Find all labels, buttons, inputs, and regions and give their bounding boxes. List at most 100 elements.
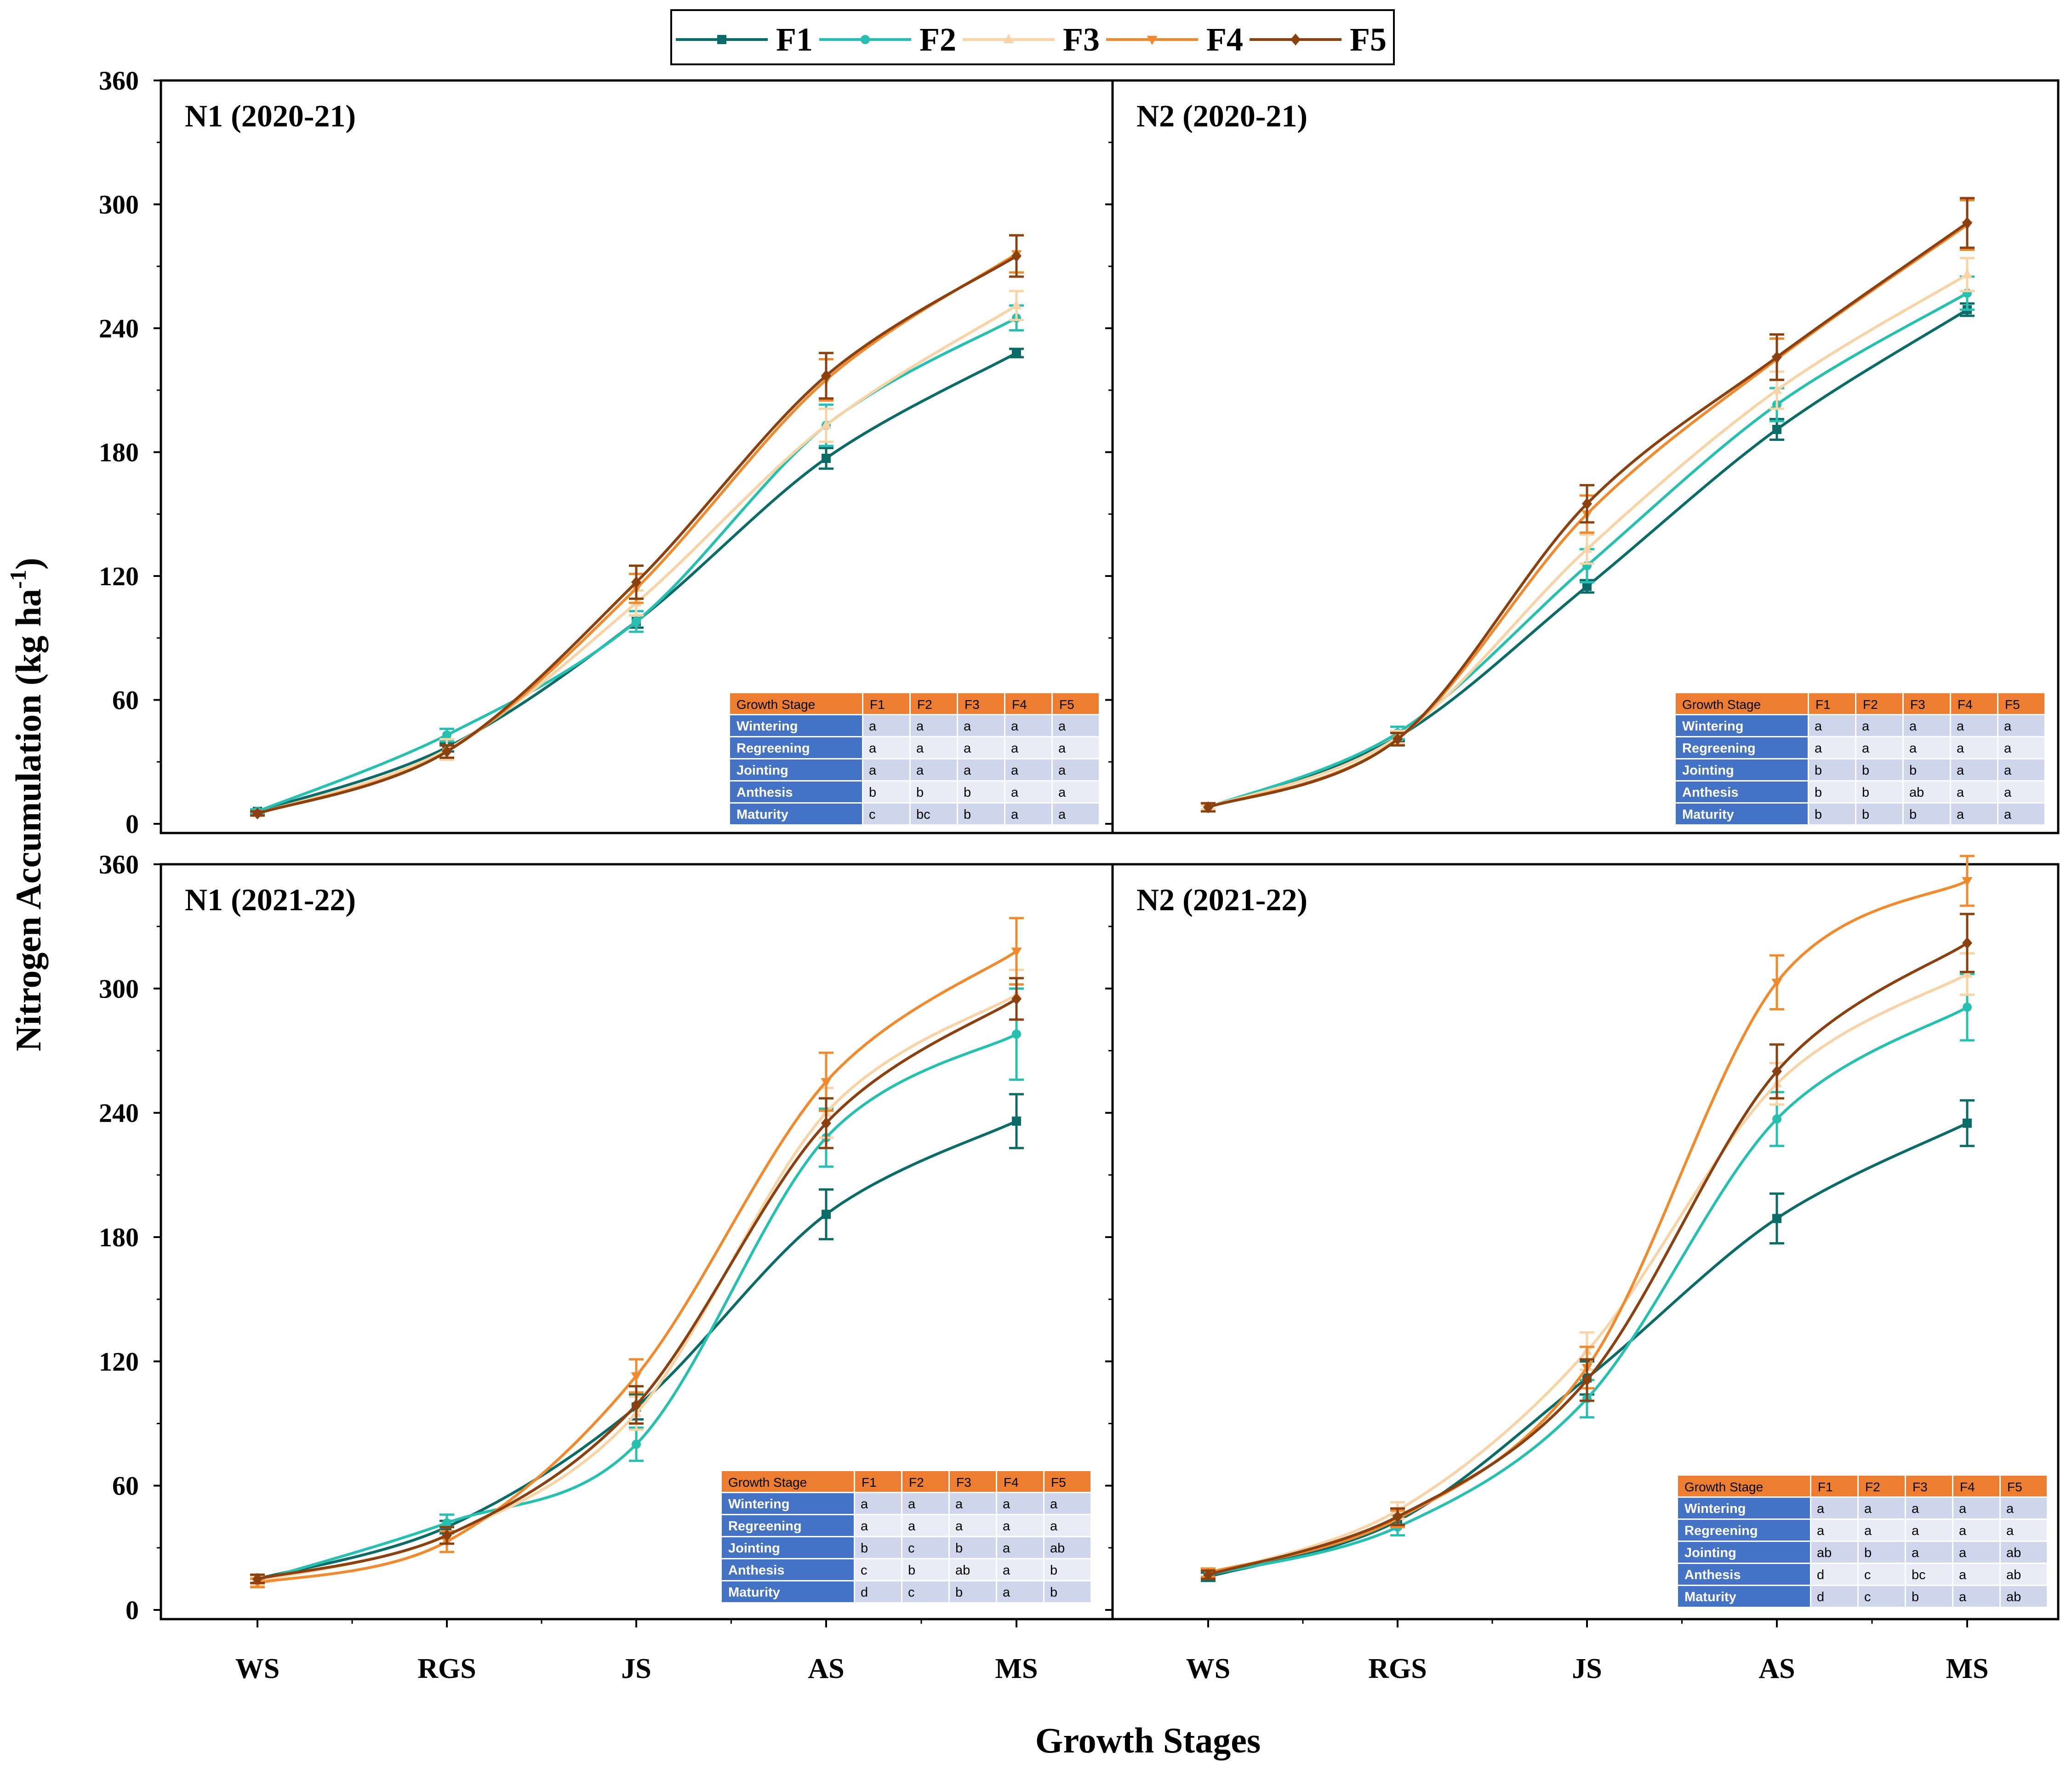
legend-entry-f2: F2 xyxy=(819,21,956,58)
table-cell-text: c xyxy=(908,1585,915,1600)
table-cell xyxy=(1906,1520,1952,1541)
y-axis: 0 60 120 180 240 300 360 xyxy=(99,66,161,839)
table-cell-text: a xyxy=(1959,1524,1967,1538)
table-cell xyxy=(1953,1498,1999,1518)
table-cell-text: a xyxy=(861,1519,868,1534)
table-cell xyxy=(997,1515,1043,1536)
table-header-cell xyxy=(1045,1471,1090,1492)
x-axis: WS RGS JS AS MS xyxy=(235,1619,1038,1684)
table-header-cell xyxy=(1053,693,1099,714)
series-line-f3 xyxy=(257,993,1017,1582)
table-cell-text: a xyxy=(1959,1590,1967,1604)
table-cell-text: a xyxy=(1959,1546,1967,1560)
table-cell-text: b xyxy=(1909,807,1917,822)
data-point xyxy=(1012,348,1021,358)
table-header-cell xyxy=(1005,693,1051,714)
table-cell-text: a xyxy=(869,741,877,756)
table-cell xyxy=(1953,1586,1999,1607)
y-tick-label: 360 xyxy=(99,850,139,879)
table-header-cell xyxy=(1951,693,1997,714)
table-cell xyxy=(902,1493,948,1514)
table-cell-text: a xyxy=(908,1497,916,1512)
table-row-label-cell xyxy=(722,1493,854,1514)
series-line-f5 xyxy=(257,998,1017,1581)
table-header-text: F3 xyxy=(965,697,980,712)
data-point xyxy=(1962,877,1973,887)
y-tick-label: 120 xyxy=(99,1347,139,1376)
legend-marker-f2 xyxy=(861,35,870,44)
table-row-label-cell xyxy=(730,782,862,802)
series-f5 xyxy=(250,977,1024,1585)
data-point xyxy=(1962,217,1972,229)
table-cell xyxy=(1045,1493,1090,1514)
table-cell xyxy=(1951,737,1997,758)
table-cell xyxy=(1856,759,1902,780)
table-cell-text: a xyxy=(2006,1501,2014,1516)
table-cell-text: a xyxy=(1909,719,1917,734)
table-cell xyxy=(1998,737,2044,758)
table-cell-text: a xyxy=(1817,1501,1825,1516)
table-cell xyxy=(958,737,1004,758)
table-cell-text: b xyxy=(916,785,924,800)
table-cell-text: bc xyxy=(1912,1568,1926,1582)
table-cell xyxy=(1811,1564,1857,1585)
table-row-label: Regreening xyxy=(1682,741,1756,756)
table-row-label-cell xyxy=(722,1515,854,1536)
table-cell xyxy=(2001,1542,2047,1563)
data-point xyxy=(1772,1214,1781,1223)
x-tick-label: WS xyxy=(1186,1653,1230,1684)
table-cell xyxy=(2001,1564,2047,1585)
legend-label-f3: F3 xyxy=(1063,21,1100,58)
table-cell-text: b xyxy=(908,1563,915,1578)
table-cell xyxy=(902,1559,948,1580)
table-row-label: Anthesis xyxy=(728,1563,784,1578)
table-cell-text: c xyxy=(1864,1568,1871,1582)
table-cell xyxy=(950,1581,996,1602)
table-cell-text: a xyxy=(1864,1501,1872,1516)
table-cell xyxy=(1856,715,1902,736)
table-cell xyxy=(1904,715,1950,736)
table-cell-text: a xyxy=(1959,1501,1967,1516)
table-header-cell xyxy=(1904,693,1950,714)
table-row-label-cell xyxy=(1678,1586,1810,1607)
table-cell xyxy=(855,1581,901,1602)
table-cell xyxy=(1906,1542,1952,1563)
series-line-f4 xyxy=(1208,879,1968,1574)
table-cell xyxy=(1053,759,1099,780)
series-f5 xyxy=(1201,197,1975,814)
x-tick-label: JS xyxy=(1572,1653,1602,1684)
table-cell xyxy=(1856,804,1902,824)
legend-entry-f1: F1 xyxy=(676,21,813,58)
table-row-label: Regreening xyxy=(736,741,810,756)
table-row-label-cell xyxy=(1676,782,1808,802)
legend-marker-f1 xyxy=(717,35,726,44)
data-point xyxy=(632,1439,641,1449)
table-cell xyxy=(1811,1542,1857,1563)
legend-label-f5: F5 xyxy=(1350,21,1387,58)
panel-1: N1 (2020-21) 0 60 120 180 240 300 360 Growth Sta… xyxy=(99,66,1114,839)
table-header-cell xyxy=(911,693,957,714)
table-cell-text: a xyxy=(908,1519,916,1534)
table-header-cell xyxy=(1953,1476,1999,1496)
table-header-text: F1 xyxy=(870,697,885,712)
table-cell xyxy=(1998,715,2044,736)
table-cell xyxy=(1005,782,1051,802)
table-cell-text: a xyxy=(1815,719,1822,734)
table-cell xyxy=(1951,804,1997,824)
table-header-text: F4 xyxy=(1012,697,1027,712)
table-cell xyxy=(1859,1542,1905,1563)
table-cell-text: a xyxy=(955,1497,963,1512)
table-row-label-cell xyxy=(1676,737,1808,758)
table-cell-text: b xyxy=(1050,1585,1057,1600)
table-cell xyxy=(855,1493,901,1514)
legend-label-f1: F1 xyxy=(776,21,813,58)
table-header-text: F1 xyxy=(862,1475,877,1489)
x-tick-label: RGS xyxy=(417,1653,476,1684)
table-cell-text: b xyxy=(964,785,971,800)
table-cell-text: a xyxy=(916,763,924,778)
table-cell-text: b xyxy=(1815,763,1822,778)
table-cell-text: a xyxy=(1912,1501,1919,1516)
table-header-cell xyxy=(1859,1476,1905,1496)
